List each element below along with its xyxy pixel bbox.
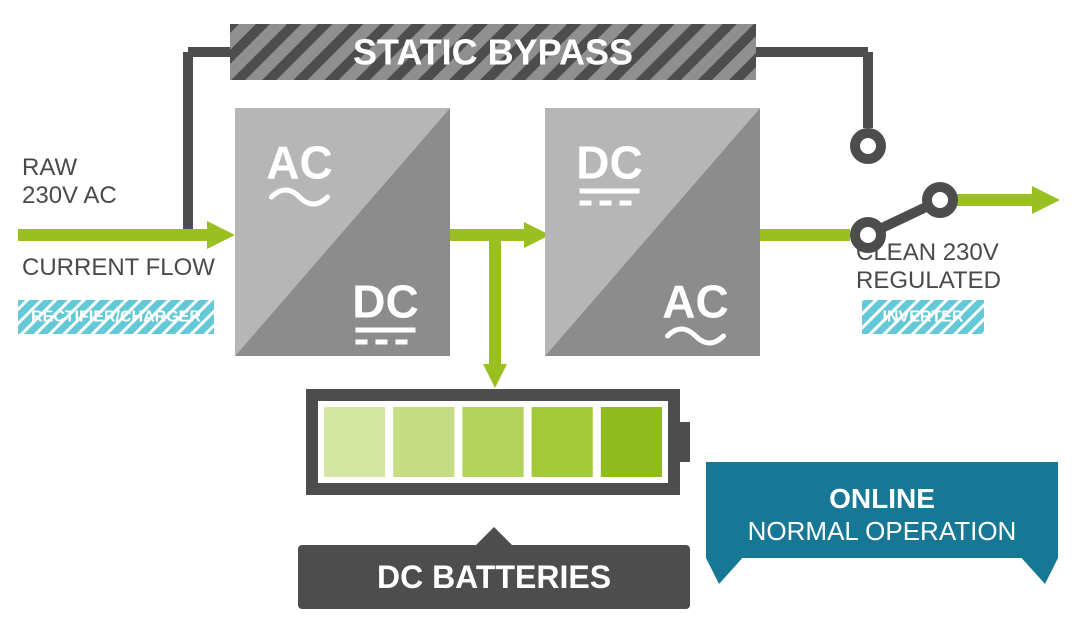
svg-text:DC: DC	[576, 137, 642, 189]
battery-icon	[312, 395, 690, 489]
svg-text:ONLINE: ONLINE	[829, 483, 935, 514]
switch-node	[855, 133, 881, 159]
output-label-line2: REGULATED	[856, 267, 1001, 294]
svg-text:AC: AC	[662, 275, 728, 327]
inverter-tag: INVERTER	[862, 300, 984, 334]
battery-link-arrow	[483, 235, 507, 388]
static-bypass-label: STATIC BYPASS	[353, 32, 633, 73]
input-flow-arrow	[18, 221, 235, 249]
input-label-line1: RAW	[22, 154, 77, 181]
input-label-line2: 230V AC	[22, 182, 117, 209]
rectifier-box: AC DC	[235, 108, 450, 356]
rectifier-tag: RECTIFIER/CHARGER	[18, 300, 214, 334]
output-label-line1: CLEAN 230V	[856, 239, 999, 266]
static-bypass-bar: STATIC BYPASS	[230, 24, 756, 80]
svg-text:INVERTER: INVERTER	[883, 309, 964, 326]
inverter-box: DC AC	[545, 108, 760, 356]
svg-text:RECTIFIER/CHARGER: RECTIFIER/CHARGER	[31, 309, 201, 326]
svg-text:NORMAL OPERATION: NORMAL OPERATION	[748, 516, 1017, 546]
current-flow-label: CURRENT FLOW	[22, 254, 215, 281]
svg-text:DC: DC	[352, 275, 418, 327]
ups-diagram: STATIC BYPASS AC DC DC AC RAW230V AC CURRENT F…	[0, 0, 1076, 643]
switch-node	[927, 187, 953, 213]
svg-text:DC BATTERIES: DC BATTERIES	[377, 559, 611, 595]
mode-box: ONLINENORMAL OPERATION	[706, 462, 1058, 584]
battery-label-box: DC BATTERIES	[298, 527, 690, 609]
svg-text:AC: AC	[266, 137, 332, 189]
